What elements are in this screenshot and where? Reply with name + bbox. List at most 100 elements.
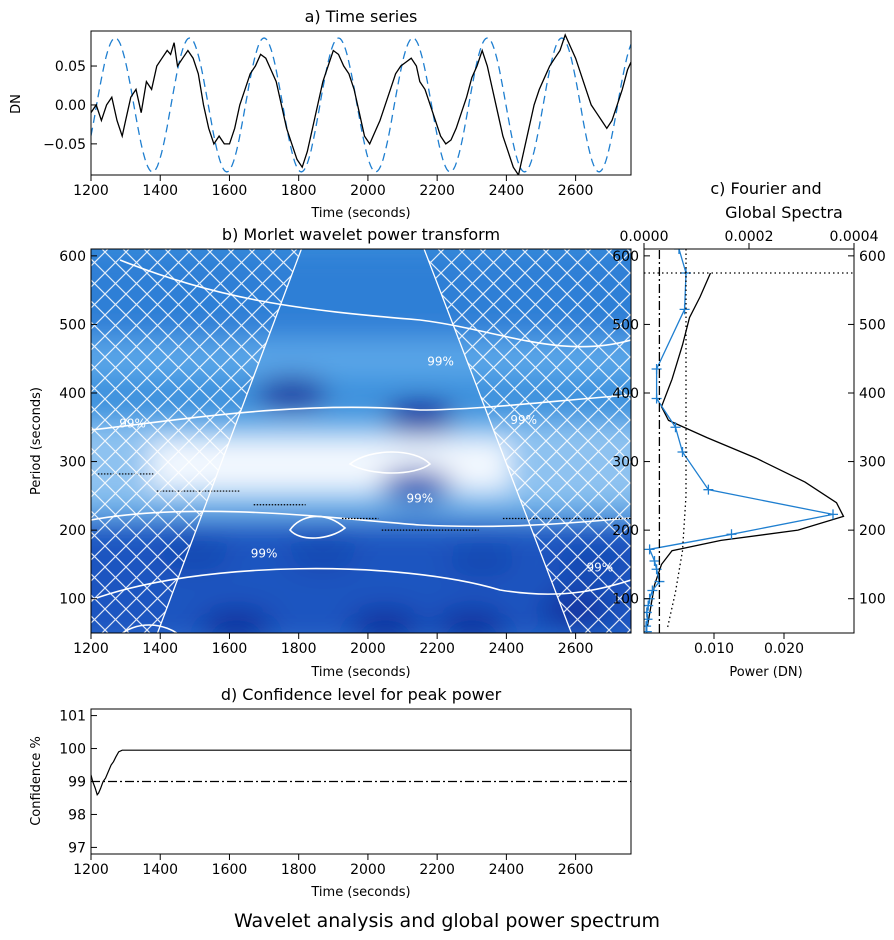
fourier-point — [828, 509, 838, 520]
figure-caption: Wavelet analysis and global power spectr… — [234, 910, 660, 932]
panel-a-xlabel: Time (seconds) — [310, 206, 410, 221]
x-tick-label: 1200 — [73, 183, 109, 199]
x-tick-label: 1200 — [73, 641, 109, 657]
x-tick-label: 1800 — [281, 183, 317, 199]
spectrum-solid-markers-line — [645, 249, 834, 632]
panel-a-x-axis: 1200 1400 1600 1800 2000 2200 2400 2600 — [73, 175, 593, 199]
x-tick-label: 0.0000 — [620, 229, 669, 245]
panel-b-ylabel: Period (seconds) — [29, 387, 44, 495]
power-maximum — [200, 610, 273, 633]
y-tick-label: 0.00 — [55, 98, 86, 114]
spectrum-dotted-line — [666, 249, 687, 630]
power-maximum — [380, 469, 453, 502]
y-tick-label: 400 — [59, 386, 86, 402]
panel-c-title-line2: Global Spectra — [725, 203, 843, 222]
y-tick-label: 0.05 — [55, 59, 86, 75]
signal-line — [91, 33, 631, 175]
significance-label: 99% — [407, 492, 434, 506]
x-tick-label: 2600 — [558, 862, 594, 878]
panel-c-y-axes: 100 200 300 400 500 600 100 200 300 400 500 600 — [612, 249, 885, 608]
contour-island-1 — [348, 451, 432, 474]
fourier-point — [651, 564, 662, 575]
x-tick-label: 1400 — [142, 183, 178, 199]
y-tick-label: 500 — [612, 317, 639, 333]
x-tick-label: 1400 — [142, 862, 178, 878]
x-tick-label: 2600 — [558, 183, 594, 199]
y-tick-label: 300 — [612, 455, 639, 471]
panel-c-top-axis: 0.0000 0.0002 0.0004 — [620, 229, 879, 249]
panel-a-y-axis: −0.05 0.00 0.05 — [43, 59, 97, 153]
panel-a-ylabel: DN — [9, 94, 24, 114]
panel-d-y-axis: 97 98 99 100 101 — [59, 709, 97, 856]
y-tick-label: 100 — [859, 592, 886, 608]
spectrum-solid-line — [646, 272, 845, 627]
power-maximum — [349, 610, 422, 633]
fourier-point — [703, 484, 714, 495]
model-sine-line — [91, 37, 631, 173]
fourier-point — [644, 544, 655, 555]
y-tick-label: 97 — [68, 840, 86, 856]
x-tick-label: 2200 — [419, 862, 455, 878]
fourier-point — [644, 607, 652, 618]
y-tick-label: 600 — [859, 249, 886, 265]
y-tick-label: 400 — [859, 386, 886, 402]
fourier-point — [674, 249, 684, 254]
x-tick-label: 1800 — [281, 641, 317, 657]
power-maximum — [286, 538, 359, 571]
fourier-point — [649, 556, 660, 566]
x-tick-label: 0.010 — [694, 641, 734, 657]
y-tick-label: 500 — [59, 317, 86, 333]
y-tick-label: 500 — [859, 317, 886, 333]
x-tick-label: 2600 — [558, 641, 594, 657]
y-tick-label: 100 — [59, 742, 86, 758]
fourier-point — [651, 393, 662, 404]
panel-b-frame — [90, 248, 632, 634]
panel-b-xlabel: Time (seconds) — [310, 665, 410, 680]
x-tick-label: 1200 — [73, 862, 109, 878]
x-tick-label: 2000 — [350, 183, 386, 199]
contour-island-2 — [289, 515, 347, 539]
x-tick-label: 0.0004 — [830, 229, 879, 245]
panel-d-x-axis: 1200 1400 1600 1800 2000 2200 2400 2600 — [73, 854, 593, 878]
x-tick-label: 2200 — [419, 641, 455, 657]
x-tick-label: 2000 — [350, 862, 386, 878]
power-maximum — [255, 377, 328, 409]
panel-c-xlabel: Power (DN) — [729, 665, 802, 680]
x-tick-label: 1600 — [212, 641, 248, 657]
panel-b-y-axis: 100 200 300 400 500 600 — [59, 249, 97, 608]
x-tick-label: 2400 — [489, 641, 525, 657]
panel-d-xlabel: Time (seconds) — [310, 885, 410, 900]
panel-a-title: a) Time series — [305, 7, 418, 26]
panel-a-frame — [90, 30, 632, 176]
panel-b-x-axis: 1200 1400 1600 1800 2000 2200 2400 2600 — [73, 633, 593, 657]
fourier-point — [647, 585, 658, 596]
fourier-point — [726, 529, 737, 540]
power-maximum — [383, 401, 456, 433]
x-tick-label: 2400 — [489, 862, 525, 878]
x-tick-label: 2200 — [419, 183, 455, 199]
power-maximum — [435, 610, 508, 633]
y-tick-label: 200 — [859, 523, 886, 539]
x-tick-label: 2400 — [489, 183, 525, 199]
y-tick-label: 300 — [859, 455, 886, 471]
y-tick-label: 600 — [59, 249, 86, 265]
cone-of-influence-hatch — [91, 249, 631, 633]
y-tick-label: −0.05 — [43, 137, 86, 153]
x-tick-label: 2000 — [350, 641, 386, 657]
fourier-point — [670, 422, 681, 433]
fourier-point — [644, 621, 652, 632]
panel-c-title-line1: c) Fourier and — [710, 179, 821, 198]
y-tick-label: 600 — [612, 249, 639, 265]
x-tick-label: 0.0002 — [725, 229, 774, 245]
panel-a-series — [91, 33, 631, 175]
y-tick-label: 100 — [59, 592, 86, 608]
y-tick-label: 200 — [59, 523, 86, 539]
fourier-point — [651, 364, 662, 374]
panel-d-title: d) Confidence level for peak power — [221, 685, 502, 704]
y-tick-label: 98 — [68, 807, 86, 823]
y-tick-label: 300 — [59, 455, 86, 471]
x-tick-label: 0.020 — [764, 641, 804, 657]
x-tick-label: 1600 — [212, 183, 248, 199]
y-tick-label: 200 — [612, 523, 639, 539]
